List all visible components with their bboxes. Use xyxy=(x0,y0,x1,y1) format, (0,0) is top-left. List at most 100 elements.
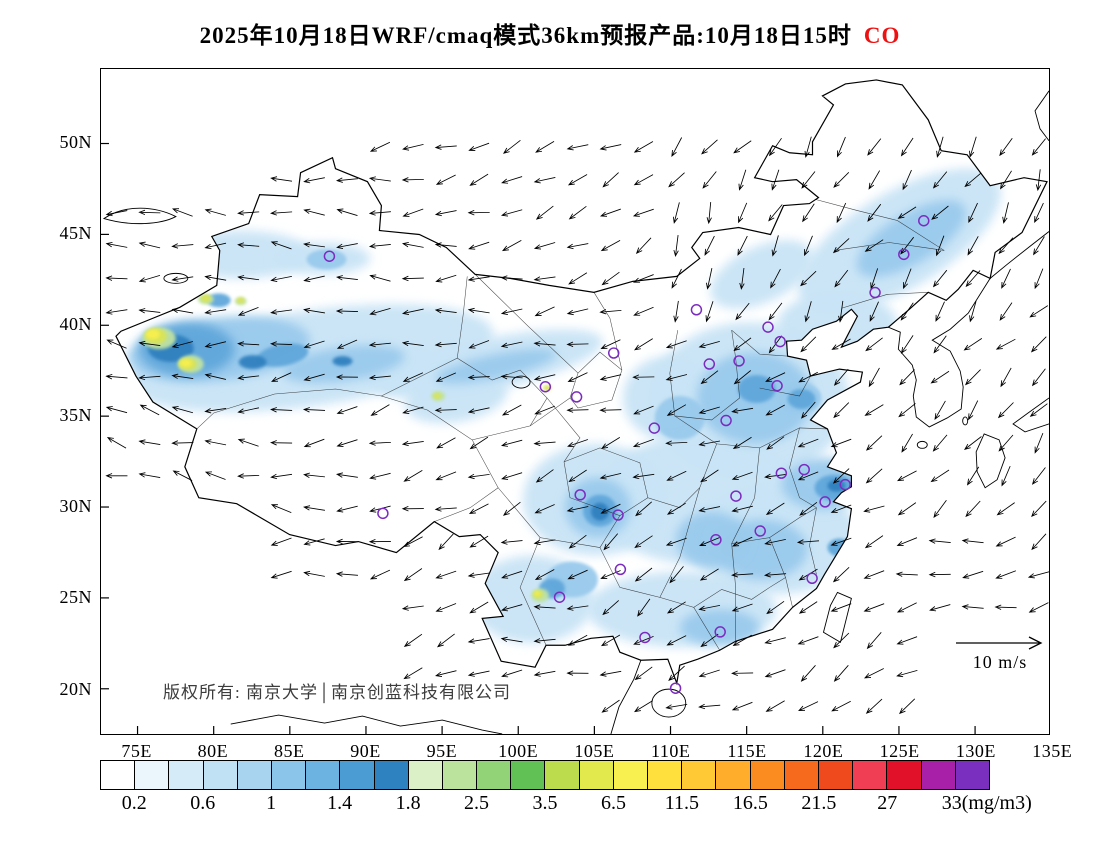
wind-arrow xyxy=(706,268,713,290)
wind-arrow xyxy=(963,338,983,351)
tsushima-island xyxy=(962,416,969,426)
wind-arrow xyxy=(436,633,455,648)
wind-arrow xyxy=(1029,305,1049,318)
wind-arrow xyxy=(171,276,194,282)
wind-arrow xyxy=(698,340,720,349)
wind-arrow xyxy=(533,177,556,184)
colorbar-cell xyxy=(955,761,989,789)
wind-arrow xyxy=(370,404,390,416)
wind-arrow xyxy=(804,136,812,158)
colorbar-cell xyxy=(750,761,785,789)
wind-arrow xyxy=(401,605,424,611)
province-border-line xyxy=(693,577,786,608)
wind-arrow xyxy=(403,633,423,648)
coastlines xyxy=(102,90,1049,734)
wind-arrow xyxy=(468,340,490,349)
co-shading xyxy=(127,168,1001,648)
wind-arrow xyxy=(1030,336,1047,353)
wind-scale-legend: 10 m/s xyxy=(950,634,1050,673)
wind-arrow xyxy=(833,402,850,419)
wind-arrow xyxy=(469,436,489,450)
wind-arrow xyxy=(534,569,555,580)
wind-arrow xyxy=(1031,500,1047,518)
city-marker xyxy=(839,478,851,491)
city-marker xyxy=(714,626,726,638)
wind-arrow xyxy=(731,407,754,414)
wind-arrow xyxy=(934,400,946,421)
province-border-line xyxy=(381,395,499,522)
wind-arrow xyxy=(830,504,852,513)
coastline xyxy=(888,278,991,428)
wind-arrow xyxy=(635,501,653,517)
coastline xyxy=(102,207,177,225)
wind-arrow xyxy=(668,172,685,188)
wind-arrow xyxy=(336,275,358,281)
wind-arrow xyxy=(204,439,227,446)
wind-arrow xyxy=(501,176,523,184)
wind-arrow xyxy=(673,300,679,323)
wind-arrow xyxy=(105,241,128,248)
wind-arrow xyxy=(336,339,358,349)
city-marker xyxy=(819,496,831,508)
wind-arrow xyxy=(1034,268,1044,290)
wind-arrow xyxy=(665,374,688,381)
wind-arrow xyxy=(368,374,391,381)
colorbar-cell xyxy=(203,761,238,789)
wind-arrow xyxy=(599,309,622,315)
co-shading-blob xyxy=(827,538,852,557)
wind-arrow xyxy=(435,174,456,185)
wind-arrow xyxy=(768,204,783,222)
wind-arrow xyxy=(864,239,884,252)
city-marker xyxy=(918,215,930,227)
colorbar-cell xyxy=(340,761,375,789)
co-shading-blob xyxy=(179,359,192,368)
wind-arrow xyxy=(764,473,787,480)
y-axis-tick-label: 45N xyxy=(59,222,92,243)
wind-arrow xyxy=(336,243,358,249)
city-marker xyxy=(639,631,651,644)
wind-arrow xyxy=(800,336,817,353)
wind-arrow xyxy=(567,439,589,448)
wind-arrow xyxy=(534,504,555,514)
colorbar-tick-label: 16.5 xyxy=(732,792,768,814)
colorbar-cell xyxy=(101,761,136,789)
wind-arrow xyxy=(1000,367,1012,388)
wind-arrow xyxy=(666,502,686,515)
wind-arrow xyxy=(467,407,490,414)
wind-arrow xyxy=(402,143,424,151)
wind-arrow xyxy=(830,603,852,612)
wind-arrow xyxy=(369,274,391,282)
wind-arrow xyxy=(401,308,424,315)
colorbar-cell xyxy=(579,761,614,789)
wind-arrow xyxy=(534,405,555,415)
wind-arrow xyxy=(735,302,750,321)
coastline xyxy=(230,714,503,734)
x-axis-tick-label: 130E xyxy=(955,741,996,761)
wind-arrow xyxy=(533,440,556,446)
wind-arrow xyxy=(600,339,621,350)
wind-arrow xyxy=(867,138,882,156)
wind-arrow xyxy=(368,538,391,545)
wind-arrow xyxy=(1002,202,1009,224)
province-border-line xyxy=(569,351,623,409)
wind-arrow xyxy=(601,271,620,286)
title-text: 2025年10月18日WRF/cmaq模式36km预报产品:10月18日15时 xyxy=(199,23,852,48)
wind-arrow xyxy=(535,141,555,153)
wind-arrow xyxy=(435,372,457,382)
wind-arrow xyxy=(237,242,260,248)
wind-arrow xyxy=(804,301,812,323)
city-markers xyxy=(323,215,930,694)
wind-arrow xyxy=(501,404,522,416)
wind-arrow xyxy=(771,169,780,191)
wind-arrow xyxy=(896,602,917,613)
city-marker xyxy=(574,489,586,501)
wind-arrow xyxy=(403,667,423,680)
wind-arrow xyxy=(303,505,325,511)
wind-arrow xyxy=(700,370,719,385)
wind-arrow xyxy=(270,440,293,446)
wind-arrow xyxy=(634,700,653,713)
city-marker xyxy=(690,304,703,316)
wind-arrow xyxy=(602,600,619,616)
wind-arrow xyxy=(961,538,984,544)
wind-arrow xyxy=(698,703,721,710)
